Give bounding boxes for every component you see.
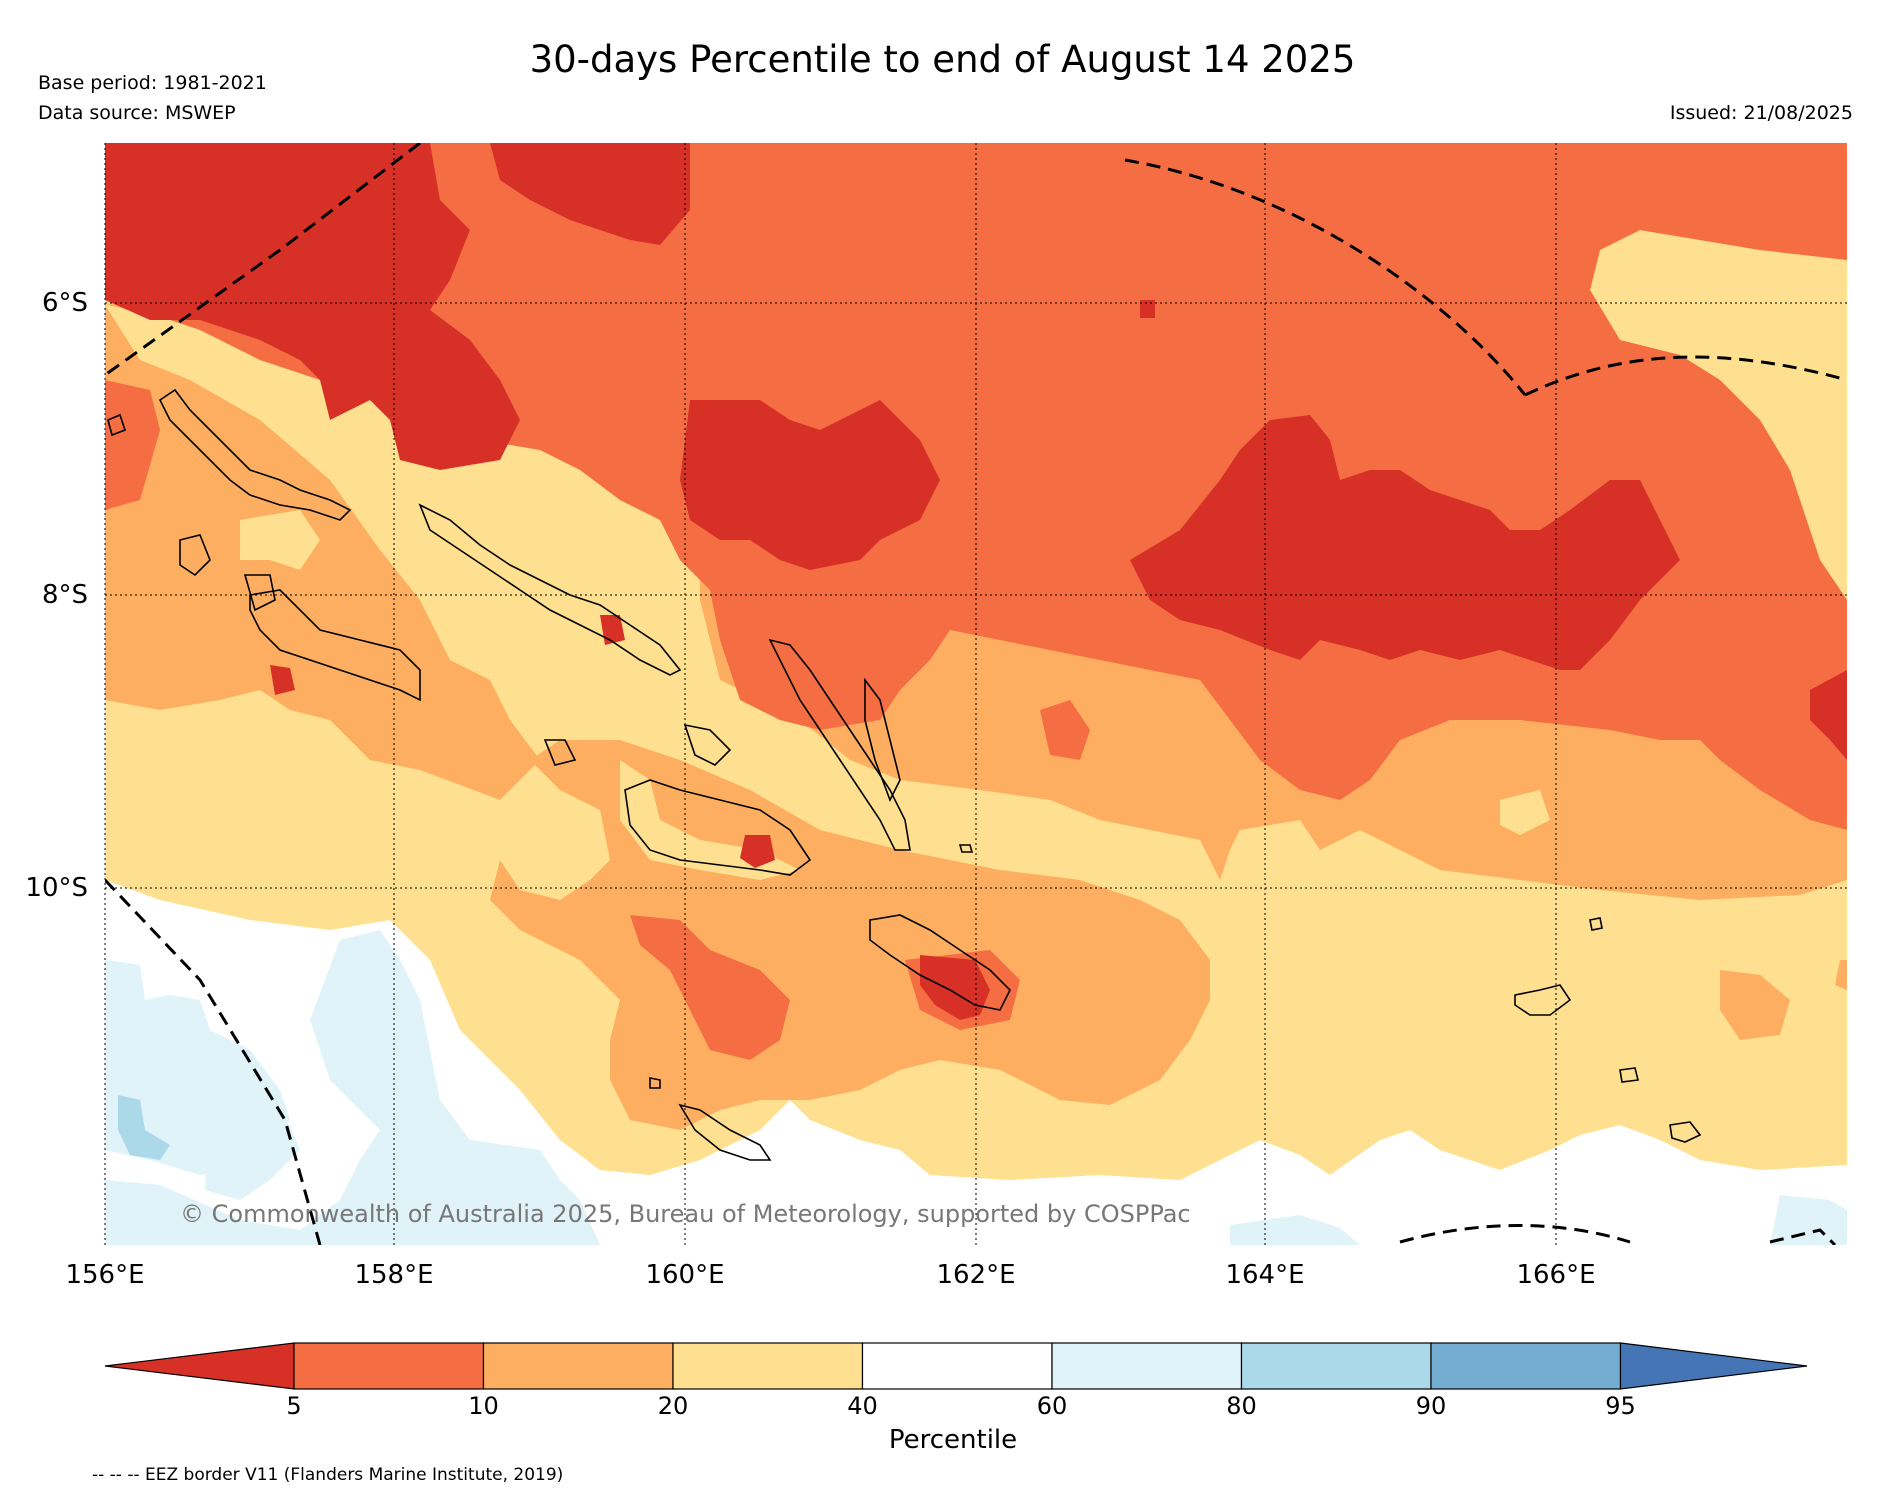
coast-bellona <box>649 1077 661 1089</box>
colorbar-bin-40-60 <box>861 1342 1053 1390</box>
colorbar-tick-95: 95 <box>1605 1392 1636 1420</box>
colorbar-extend-low <box>104 1342 295 1390</box>
colorbar-bin-80-90 <box>1240 1342 1432 1390</box>
base-period-label: Base period: 1981-2021 <box>38 72 267 94</box>
eez-border-northwest <box>105 143 421 377</box>
field-20-40-east2 <box>1500 790 1550 835</box>
colorbar <box>104 1342 1808 1390</box>
x-tick-162e: 162°E <box>936 1260 1016 1290</box>
coast-choiseul <box>418 503 682 676</box>
issued-date-label: Issued: 21/08/2025 <box>1669 102 1853 124</box>
coast-florida <box>683 723 732 766</box>
coast-malaita <box>864 677 901 802</box>
coast-utupua <box>1619 1067 1639 1083</box>
field-60-80-southeast <box>1230 1215 1360 1245</box>
coast-russell <box>543 739 577 766</box>
field-60-80-south <box>205 1080 300 1200</box>
colorbar-tick-80: 80 <box>1226 1392 1257 1420</box>
coast-ontong <box>958 844 974 853</box>
coast-bougainville <box>158 388 352 521</box>
field-80-90-blob <box>118 1095 170 1160</box>
colorbar-bin-90-95 <box>1430 1342 1622 1390</box>
coast-ranongga <box>243 574 276 612</box>
copyright-watermark: © Commonwealth of Australia 2025, Bureau… <box>180 1200 1191 1228</box>
x-tick-160e: 160°E <box>645 1260 725 1290</box>
eez-borders <box>105 143 1847 1245</box>
field-20-40-east <box>1800 410 1847 520</box>
colorbar-tick-40: 40 <box>847 1392 878 1420</box>
colorbar-bin-60-80 <box>1051 1342 1243 1390</box>
x-tick-164e: 164°E <box>1225 1260 1305 1290</box>
field-5-10-s3 <box>1040 700 1090 760</box>
coast-vella <box>179 534 211 577</box>
field-below-5-spot4 <box>270 665 295 695</box>
coast-reefs <box>1589 917 1603 931</box>
coast-rennell <box>678 1103 772 1161</box>
field-60-80-southeast2 <box>1770 1195 1847 1245</box>
field-10-20-east <box>1720 970 1790 1040</box>
field-below-5-far-east <box>1810 670 1847 760</box>
coast-makira <box>869 914 1011 1011</box>
colorbar-extend-high <box>1619 1342 1808 1390</box>
y-tick-10s: 10°S <box>25 873 88 903</box>
field-below-5-center <box>680 400 940 570</box>
field-below-5-spot5 <box>1140 300 1155 318</box>
coastlines <box>107 388 1702 1161</box>
field-below-5-north <box>490 143 690 245</box>
field-below-5-spot1 <box>740 835 775 868</box>
coast-vanikoro <box>1669 1121 1702 1143</box>
map-title: 30-days Percentile to end of August 14 2… <box>529 38 1356 81</box>
coast-new-georgia <box>249 589 421 702</box>
colorbar-bin-5-10 <box>293 1342 485 1390</box>
field-below-5-east <box>1130 415 1680 670</box>
coast-guadalcanal <box>624 779 812 876</box>
eez-border-east <box>1524 355 1847 397</box>
y-tick-8s: 8°S <box>41 580 88 610</box>
eez-border-south <box>1399 1224 1631 1244</box>
x-tick-166e: 166°E <box>1516 1260 1596 1290</box>
eez-border-northeast <box>1124 158 1527 396</box>
field-60-80-south2 <box>105 930 600 1245</box>
colorbar-tick-20: 20 <box>657 1392 689 1420</box>
field-5-10-west <box>105 380 160 510</box>
colorbar-bin-10-20 <box>482 1342 674 1390</box>
colorbar-bin-20-40 <box>672 1342 864 1390</box>
field-20-40-island <box>240 510 320 570</box>
percentile-field <box>105 143 1847 1245</box>
coast-santa-cruz <box>1514 984 1572 1016</box>
eez-border-southwest <box>105 878 322 1245</box>
coast-santa-isabel <box>768 638 911 851</box>
colorbar-tick-60: 60 <box>1036 1392 1068 1420</box>
coast-shortland <box>107 413 127 437</box>
eez-border-southeast <box>1769 1228 1837 1245</box>
eez-legend-note: -- -- -- EEZ border V11 (Flanders Marine… <box>92 1465 564 1485</box>
graticule <box>104 143 1847 1245</box>
x-tick-158e: 158°E <box>354 1260 434 1290</box>
x-tick-156e: 156°E <box>65 1260 145 1290</box>
data-source-label: Data source: MSWEP <box>38 102 236 124</box>
y-tick-6s: 6°S <box>41 288 88 318</box>
colorbar-tick-5: 5 <box>286 1392 302 1420</box>
field-5-10-south <box>630 915 790 1060</box>
colorbar-tick-10: 10 <box>468 1392 499 1420</box>
colorbar-tick-90: 90 <box>1415 1392 1447 1420</box>
colorbar-label: Percentile <box>888 1425 1018 1455</box>
field-below-5-northwest <box>105 143 520 470</box>
field-10-20-east2 <box>1835 960 1847 990</box>
field-5-10 <box>105 143 1847 830</box>
